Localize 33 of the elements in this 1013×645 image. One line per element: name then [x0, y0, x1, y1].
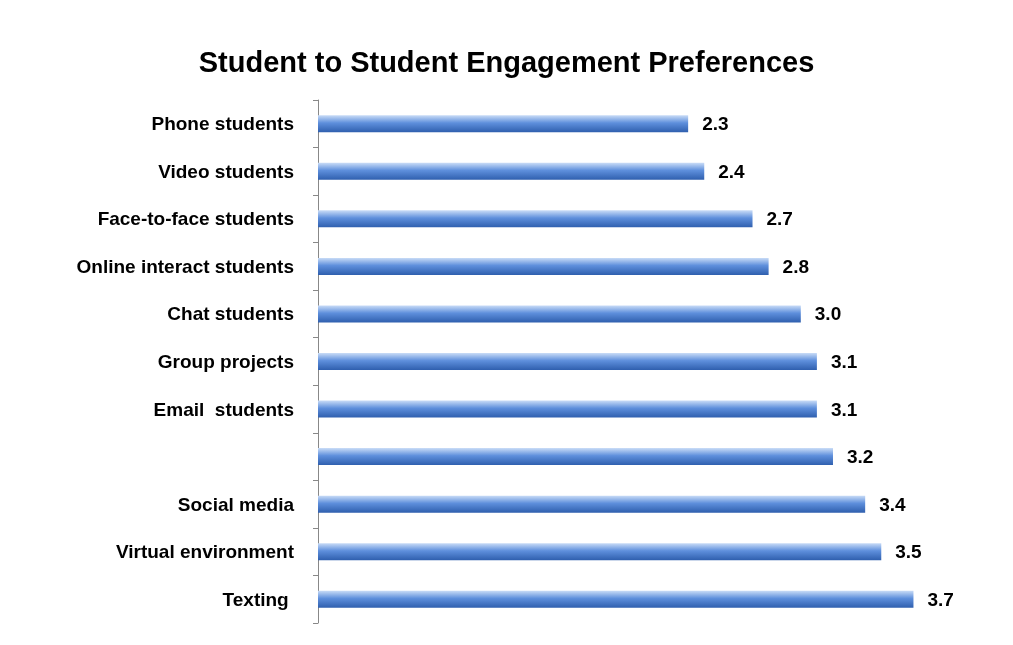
y-tick-label: Chat students — [167, 303, 294, 325]
data-label: 3.4 — [879, 493, 907, 515]
y-tick-label: Online interact students — [76, 255, 294, 277]
bar — [318, 257, 769, 275]
y-tick-label: Video students — [158, 160, 294, 182]
data-label: 2.3 — [702, 113, 729, 135]
data-label: 3.2 — [846, 446, 874, 468]
bar — [318, 162, 705, 180]
data-label: 3.1 — [830, 351, 858, 372]
bar — [318, 210, 753, 228]
chart-title: Student to Student Engagement Preferences — [198, 45, 815, 78]
y-tick-label: Email students — [153, 398, 294, 420]
data-label: 3.0 — [814, 303, 842, 325]
y-tick-label: Group projects — [157, 351, 294, 372]
data-label: 2.7 — [766, 208, 793, 230]
y-tick-label: Virtual environment — [115, 541, 295, 563]
bar — [318, 448, 833, 466]
bar — [318, 115, 689, 133]
data-label: 2.4 — [718, 160, 746, 182]
y-tick-label: Face-to-face students — [97, 208, 294, 230]
bar — [318, 495, 866, 513]
bar — [318, 590, 914, 608]
bar — [318, 400, 817, 418]
y-tick-label: Social media — [177, 493, 295, 515]
bar — [318, 353, 817, 370]
y-tick-label: Texting — [222, 588, 294, 610]
data-label: 2.8 — [782, 255, 810, 277]
bar — [318, 543, 882, 561]
data-label: 3.7 — [927, 588, 954, 610]
data-label: 3.1 — [830, 398, 858, 420]
bar — [318, 305, 801, 323]
data-label: 3.5 — [895, 541, 923, 563]
y-tick-label: Phone students — [151, 113, 294, 135]
